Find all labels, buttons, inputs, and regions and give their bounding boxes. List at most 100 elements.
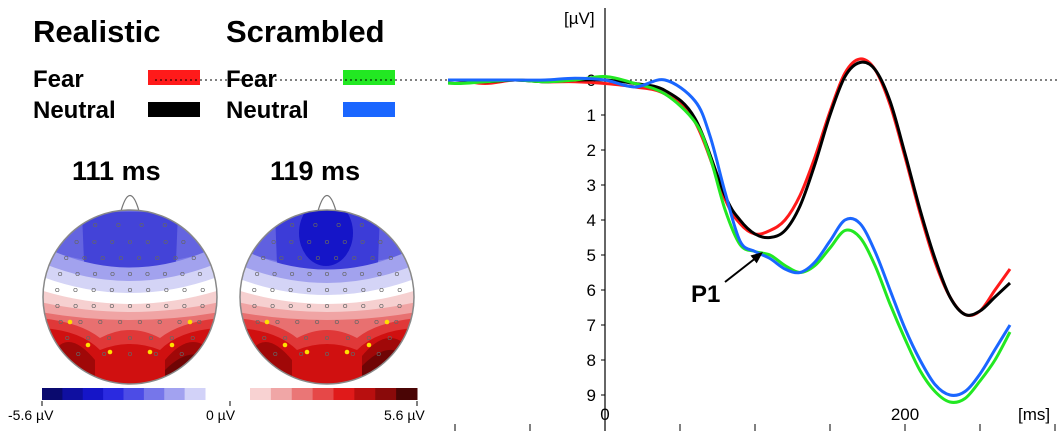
electrode [324, 351, 330, 357]
electrode [118, 319, 123, 325]
electrode [343, 303, 348, 309]
topomap-latency-realistic: 111 ms [72, 156, 161, 186]
electrode [78, 319, 83, 325]
erp-plot: [µV] [ms] 0 1 2 3 4 5 6 7 8 9 0 200 P1 [155, 8, 1057, 431]
electrode-highlight [187, 319, 193, 325]
electrode [127, 335, 133, 341]
electrode [148, 335, 153, 341]
nose-icon [120, 194, 140, 212]
electrode [288, 303, 293, 309]
colorbar-cell [143, 388, 165, 400]
electrode-highlight [384, 319, 390, 325]
electrode [342, 239, 347, 245]
electrode [179, 351, 184, 357]
electrode [182, 303, 187, 309]
series-group [448, 57, 1012, 404]
y-tick-label: 4 [587, 211, 596, 230]
legend-swatch-scrambled-neutral [343, 102, 395, 117]
electrode [74, 239, 79, 245]
electrode [146, 303, 151, 309]
electrode [197, 271, 202, 277]
electrode [118, 255, 123, 261]
electrode [164, 287, 169, 293]
colorbar-negative [42, 388, 206, 400]
electrode [359, 222, 364, 228]
electrode [295, 319, 300, 325]
electrode [107, 335, 112, 341]
colorbar-max-label: 5.6 µV [384, 407, 425, 423]
y-tick-label: 5 [587, 246, 596, 265]
electrode [64, 255, 69, 261]
electrode [58, 271, 63, 277]
electrode-highlight [366, 342, 372, 348]
electrode [164, 303, 169, 309]
electrode [299, 351, 304, 357]
electrode [350, 351, 355, 357]
electrode-highlight [169, 342, 175, 348]
electrode [352, 255, 357, 261]
topomap-latency-scrambled: 119 ms [270, 156, 360, 186]
electrode [374, 319, 379, 325]
electrode [93, 222, 98, 228]
electrode-highlight [304, 349, 310, 355]
electrode [255, 271, 260, 277]
electrode [289, 239, 294, 245]
legend-label-realistic-neutral: Neutral [33, 97, 116, 124]
electrode [155, 255, 160, 261]
electrode [162, 222, 167, 228]
electrode [354, 319, 359, 325]
y-tick-label: 2 [587, 141, 596, 160]
electrode [334, 319, 339, 325]
electrode [387, 335, 392, 341]
electrode [98, 319, 103, 325]
electrode-highlight [264, 319, 270, 325]
p1-arrowhead [750, 252, 763, 264]
electrode [289, 271, 295, 277]
electrode [376, 351, 381, 357]
electrode [177, 319, 182, 325]
electrode [109, 303, 114, 309]
legend: Fear Neutral Fear Neutral [33, 66, 395, 124]
electrode [388, 255, 393, 261]
electrode [275, 319, 280, 325]
electrode [359, 271, 365, 277]
p1-arrow [724, 256, 758, 283]
electrode [137, 319, 142, 325]
colorbar-zero-label: 0 µV [206, 407, 236, 423]
y-tick-label: 3 [587, 176, 596, 195]
p1-annotation: P1 [691, 252, 763, 308]
colorbar-cell [396, 388, 418, 400]
y-axis-label: [µV] [564, 9, 595, 28]
electrode [110, 271, 115, 277]
electrode [394, 271, 399, 277]
electrode [102, 351, 107, 357]
colorbar-cell [291, 388, 314, 400]
electrode [92, 239, 97, 245]
electrode [324, 335, 330, 341]
electrode [182, 287, 187, 293]
electrode [379, 287, 384, 293]
y-tick-label: 8 [587, 351, 596, 370]
electrode [100, 255, 105, 261]
colorbar-cell [42, 388, 63, 400]
colorbar-cell [333, 388, 355, 400]
electrode [306, 287, 311, 293]
electrode-grid [252, 222, 402, 357]
electrode [304, 335, 309, 341]
electrode [157, 319, 162, 325]
electrode [252, 287, 257, 293]
electrode [397, 303, 402, 309]
electrode [255, 319, 260, 325]
electrode [324, 271, 330, 277]
electrode [290, 222, 295, 228]
electrode [173, 255, 178, 261]
y-tick-label: 7 [587, 316, 596, 335]
electrode [313, 222, 318, 228]
electrode [270, 303, 275, 309]
electrode [297, 255, 302, 261]
electrode [139, 222, 144, 228]
electrode [146, 287, 151, 293]
electrode [180, 271, 185, 277]
electrode [377, 271, 382, 277]
